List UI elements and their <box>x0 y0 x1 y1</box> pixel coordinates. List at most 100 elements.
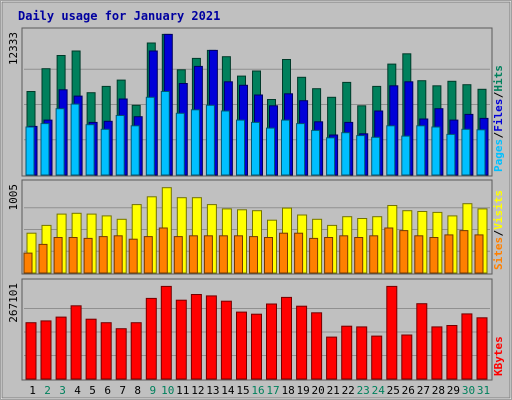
kbytes-bar-kbytes-28 <box>431 326 443 380</box>
kbytes-bar-kbytes-5 <box>85 318 97 380</box>
hits-files-pages-bar-pages-19 <box>296 123 306 176</box>
visits-sites-bar-sites-26 <box>399 230 409 274</box>
visits-sites-bar-sites-27 <box>414 235 424 274</box>
kbytes-bar-kbytes-30 <box>461 313 473 380</box>
hits-files-pages-bar-pages-4 <box>70 103 80 176</box>
visits-sites-bar-sites-1 <box>23 252 33 274</box>
hits-files-pages-legend-files: Files <box>492 99 505 132</box>
kbytes-bar-kbytes-4 <box>70 305 82 380</box>
hits-files-pages-legend-separator-0: / <box>492 132 505 139</box>
kbytes-bar-kbytes-19 <box>296 305 308 380</box>
kbytes-bar-kbytes-3 <box>55 316 67 380</box>
visits-sites-bar-sites-9 <box>143 236 153 274</box>
kbytes-bar-kbytes-25 <box>386 285 398 380</box>
x-tick-label-3: 3 <box>59 384 66 397</box>
x-tick-label-27: 27 <box>417 384 430 397</box>
x-tick-label-26: 26 <box>402 384 415 397</box>
kbytes-bar-kbytes-26 <box>401 334 413 380</box>
visits-sites-bar-sites-3 <box>53 237 63 274</box>
x-tick-label-18: 18 <box>281 384 294 397</box>
x-tick-label-5: 5 <box>89 384 96 397</box>
x-tick-label-28: 28 <box>432 384 445 397</box>
visits-sites-legend-sites: Sites <box>492 237 505 270</box>
x-tick-label-11: 11 <box>176 384 189 397</box>
x-tick-label-17: 17 <box>266 384 279 397</box>
x-tick-label-22: 22 <box>342 384 355 397</box>
x-tick-label-10: 10 <box>161 384 174 397</box>
visits-sites-bar-sites-5 <box>83 237 93 274</box>
hits-files-pages-bar-pages-2 <box>40 123 50 176</box>
hits-files-pages-bar-pages-14 <box>220 110 230 176</box>
visits-sites-bar-sites-10 <box>158 227 168 274</box>
kbytes-bar-kbytes-23 <box>356 326 368 380</box>
kbytes-bar-kbytes-29 <box>446 325 458 380</box>
kbytes-bar-kbytes-21 <box>326 336 338 380</box>
visits-sites-bar-sites-31 <box>474 234 484 274</box>
x-tick-label-6: 6 <box>104 384 111 397</box>
x-tick-label-12: 12 <box>191 384 204 397</box>
hits-files-pages-bar-pages-3 <box>55 108 65 176</box>
visits-sites-bar-sites-21 <box>324 237 334 274</box>
hits-files-pages-bar-pages-1 <box>25 126 35 176</box>
kbytes-bar-kbytes-20 <box>311 312 323 380</box>
hits-files-pages-bar-pages-9 <box>145 96 155 176</box>
kbytes-ymax-label: 267101 <box>7 283 20 323</box>
kbytes-bar-kbytes-9 <box>145 297 157 380</box>
kbytes-bar-kbytes-2 <box>40 320 52 380</box>
visits-sites-bar-sites-28 <box>429 237 439 274</box>
visits-sites-bar-sites-4 <box>68 237 78 274</box>
hits-files-pages-bar-pages-21 <box>326 137 336 176</box>
hits-files-pages-legend-hits: Hits <box>492 65 505 92</box>
x-tick-label-20: 20 <box>311 384 324 397</box>
hits-files-pages-bar-pages-10 <box>160 91 170 176</box>
visits-sites-bar-sites-30 <box>459 230 469 274</box>
hits-files-pages-bar-pages-28 <box>431 126 441 176</box>
x-tick-label-14: 14 <box>221 384 235 397</box>
hits-files-pages-legend-pages: Pages <box>492 139 505 172</box>
x-tick-label-19: 19 <box>296 384 309 397</box>
kbytes-bar-kbytes-14 <box>220 300 232 380</box>
kbytes-bar-kbytes-17 <box>266 303 277 380</box>
kbytes-bar-kbytes-11 <box>175 299 187 380</box>
x-tick-label-16: 16 <box>251 384 264 397</box>
visits-sites-bar-sites-7 <box>113 235 123 274</box>
visits-sites-bar-sites-13 <box>203 235 213 274</box>
visits-sites-bar-sites-29 <box>444 234 454 274</box>
kbytes-bar-kbytes-1 <box>25 322 37 380</box>
visits-sites-bar-sites-17 <box>264 237 273 274</box>
kbytes-bar-kbytes-22 <box>341 325 353 380</box>
x-tick-label-4: 4 <box>74 384 81 397</box>
visits-sites-bar-sites-24 <box>369 235 379 274</box>
kbytes-bar-kbytes-12 <box>190 294 202 380</box>
visits-sites-bar-sites-6 <box>98 236 108 274</box>
visits-sites-bar-sites-25 <box>384 227 394 274</box>
visits-sites-bar-sites-23 <box>354 237 364 274</box>
x-tick-label-24: 24 <box>372 384 386 397</box>
visits-sites-bar-sites-20 <box>309 237 319 274</box>
hits-files-pages-legend-separator-1: / <box>492 91 505 98</box>
kbytes-bar-kbytes-18 <box>281 296 292 380</box>
hits-files-pages-bar-pages-30 <box>461 128 471 176</box>
hits-files-pages-bar-pages-31 <box>476 129 486 176</box>
kbytes-bar-kbytes-8 <box>130 322 142 380</box>
x-tick-label-30: 30 <box>462 384 475 397</box>
visits-sites-legend-visits: Visits <box>492 190 505 230</box>
kbytes-bar-kbytes-27 <box>416 303 428 380</box>
x-tick-label-15: 15 <box>236 384 249 397</box>
visits-sites-bar-sites-19 <box>294 232 304 274</box>
visits-sites-bar-sites-2 <box>38 243 48 274</box>
kbytes-bar-kbytes-31 <box>476 317 488 380</box>
kbytes-bar-kbytes-7 <box>115 328 127 380</box>
visits-sites-ymax-label: 1005 <box>7 184 20 211</box>
kbytes-bar-kbytes-16 <box>251 313 262 380</box>
x-tick-label-8: 8 <box>134 384 141 397</box>
hits-files-pages-bar-pages-5 <box>85 124 95 176</box>
hits-files-pages-bar-pages-25 <box>386 125 396 176</box>
hits-files-pages-bar-pages-8 <box>130 125 140 176</box>
hits-files-pages-bar-pages-17 <box>266 127 275 176</box>
x-tick-label-9: 9 <box>149 384 156 397</box>
x-tick-label-2: 2 <box>44 384 51 397</box>
visits-sites-bar-sites-15 <box>234 235 243 274</box>
